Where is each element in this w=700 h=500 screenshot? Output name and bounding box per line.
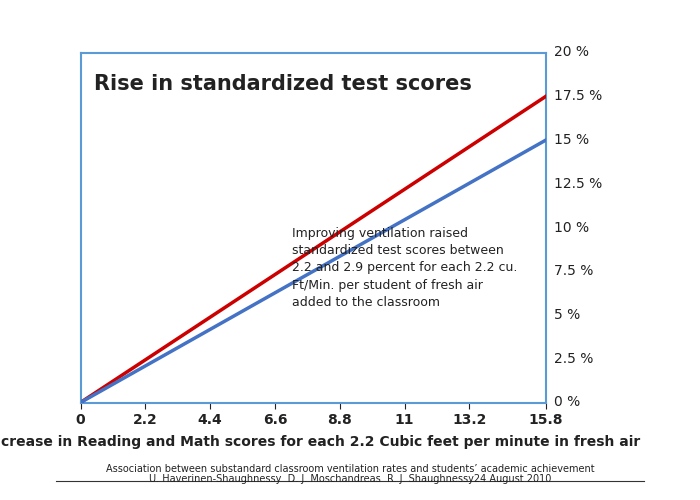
Text: Association between substandard classroom ventilation rates and students’ academ: Association between substandard classroo… — [106, 464, 594, 474]
Text: 7.5 %: 7.5 % — [554, 264, 594, 278]
Text: 15 %: 15 % — [554, 133, 589, 147]
Text: U. Haverinen-Shaughnessy  D. J. Moschandreas  R. J. Shaughnessy24 August 2010: U. Haverinen-Shaughnessy D. J. Moschandr… — [149, 474, 551, 484]
Text: 17.5 %: 17.5 % — [554, 90, 603, 104]
Text: 5 %: 5 % — [554, 308, 581, 322]
Text: 12.5 %: 12.5 % — [554, 176, 603, 190]
Text: 0 %: 0 % — [554, 396, 581, 409]
Text: 20 %: 20 % — [554, 46, 589, 60]
Text: 2.5 %: 2.5 % — [554, 352, 594, 366]
Text: Improving ventilation raised
standardized test scores between
2.2 and 2.9 percen: Improving ventilation raised standardize… — [293, 228, 518, 308]
Text: Rise in standardized test scores: Rise in standardized test scores — [94, 74, 472, 94]
Text: Increase in Reading and Math scores for each 2.2 Cubic feet per minute in fresh : Increase in Reading and Math scores for … — [0, 435, 640, 449]
Text: 10 %: 10 % — [554, 220, 589, 234]
